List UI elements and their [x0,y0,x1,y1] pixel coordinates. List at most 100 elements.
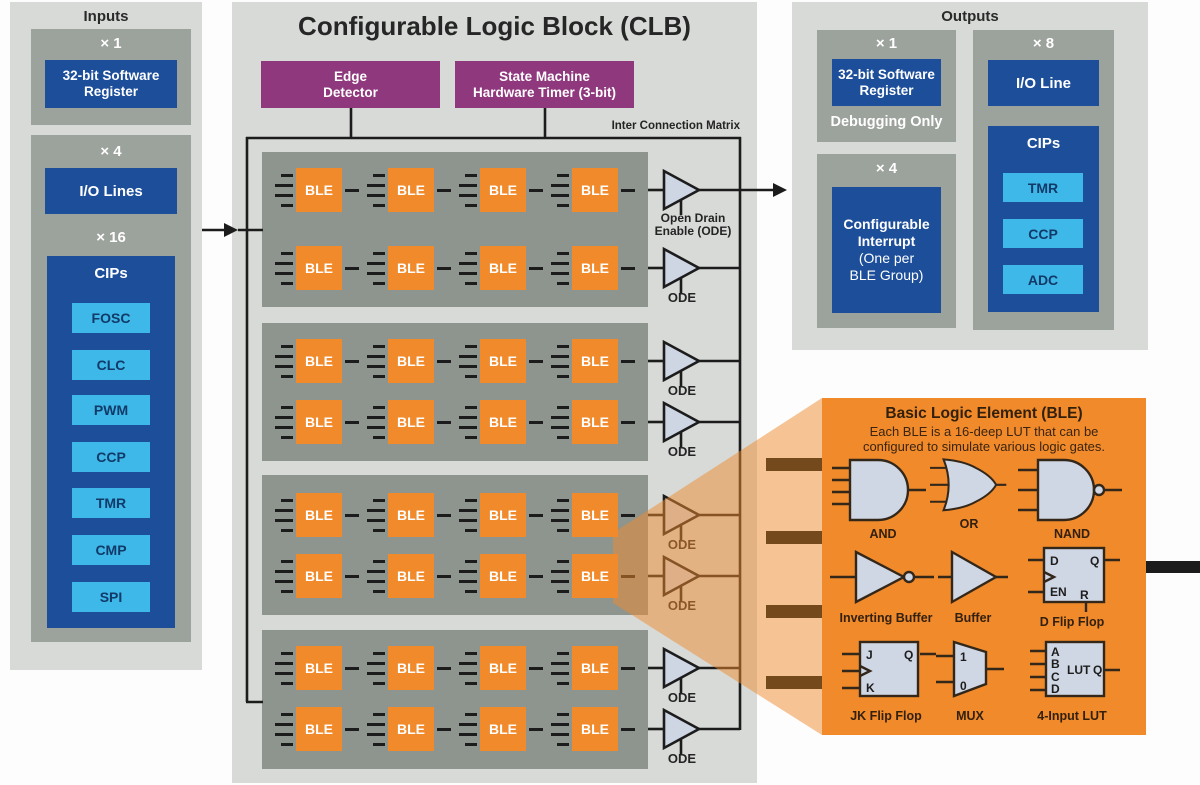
ble-cell: BLE [366,707,451,751]
outputs-panel: Outputs × 1 32-bit Software Register Deb… [792,2,1148,350]
ble-input-lines-icon [366,493,388,537]
ble-group-1: BLE BLE BLE BLE BLE BLE BLE BLE [262,152,648,307]
ble-output-line-icon [437,513,451,517]
outputs-io-cips-box: × 8 I/O Line CIPs TMR CCP ADC [973,30,1114,330]
ble-output-line-icon [437,188,451,192]
ble-box: BLE [296,554,342,598]
ble-output-line-icon [529,574,543,578]
or-gate-icon [930,458,1007,512]
ble-input-lines-icon [458,646,480,690]
svg-text:A: A [1051,645,1060,659]
ble-input-lines-icon [366,554,388,598]
ble-cell: BLE [550,246,635,290]
ble-cell: BLE [366,168,451,212]
ble-panel-title: Basic Logic Element (BLE) [885,405,1083,422]
ble-box: BLE [296,493,342,537]
interconnection-matrix-label: Inter Connection Matrix [611,120,740,132]
ble-row: BLE BLE BLE BLE [274,246,648,290]
ble-cell: BLE [274,168,359,212]
ble-cell: BLE [274,554,359,598]
ble-output-line-icon [621,727,635,731]
outputs-io-label: I/O Line [988,60,1099,106]
ble-cell: BLE [458,493,543,537]
svg-text:C: C [1051,670,1060,684]
ble-output-line-icon [345,666,359,670]
ble-output-line-icon [529,266,543,270]
ble-cell: BLE [550,493,635,537]
ble-output-line-icon [437,359,451,363]
outputs-io-count: × 8 [1032,35,1055,52]
cip-chip: ADC [1003,265,1083,294]
cip-chip: FOSC [72,303,150,333]
ble-input-lines-icon [550,646,572,690]
ode-label: ODE [667,383,697,398]
ble-box: BLE [572,646,618,690]
cip-chip: CCP [72,442,150,472]
inputs-register-count: × 1 [100,35,122,52]
ble-row: BLE BLE BLE BLE [274,646,648,690]
inputs-cips-title: CIPs [94,265,128,282]
ble-cell: BLE [550,646,635,690]
ble-box: BLE [572,493,618,537]
outputs-interrupt-sublabel: (One per BLE Group) [849,250,924,283]
mux-gate: 1 0 MUX [934,640,1006,723]
ode-label: ODE [667,690,697,705]
ble-output-line-icon [345,188,359,192]
inputs-register-label: 32-bit Software Register [45,60,177,108]
cip-chip: TMR [72,488,150,518]
ode-label: ODE [667,290,697,305]
ble-cell: BLE [550,707,635,751]
ble-output-line-icon [621,666,635,670]
ble-cell: BLE [550,400,635,444]
outputs-register-box: × 1 32-bit Software Register Debugging O… [817,30,956,142]
ble-group-3: BLE BLE BLE BLE BLE BLE BLE BLE [262,475,648,615]
svg-text:1: 1 [960,650,967,664]
outputs-cips-title: CIPs [1026,135,1061,152]
ble-input-lines-icon [458,339,480,383]
ble-box: BLE [480,707,526,751]
cip-chip: CCP [1003,219,1083,248]
cip-chip: SPI [72,582,150,612]
cip-chip: CLC [72,350,150,380]
ble-box: BLE [388,339,434,383]
ble-output-line-icon [529,666,543,670]
ble-input-lines-icon [458,707,480,751]
ble-output-line-icon [437,266,451,270]
or-gate-label: OR [959,516,979,531]
and-gate-icon [832,458,926,522]
outputs-register-label: 32-bit Software Register [832,59,941,106]
ble-row: BLE BLE BLE BLE [274,493,648,537]
inputs-panel: Inputs × 1 32-bit Software Register × 4 … [10,2,202,670]
ble-cell: BLE [366,339,451,383]
ble-input-lines-icon [458,246,480,290]
inverting-buffer-icon [830,550,934,604]
ble-input-lines-icon [274,493,296,537]
ble-panel-output-bar [1146,561,1200,573]
ble-input-lines-icon [366,168,388,212]
ble-panel-subtitle: Each BLE is a 16-deep LUT that can be co… [862,424,1106,454]
svg-text:R: R [1080,588,1089,602]
ble-input-lines-icon [366,646,388,690]
ble-cell: BLE [274,246,359,290]
ble-input-lines-icon [274,707,296,751]
inputs-io-cips-box: × 4 I/O Lines × 16 CIPs FOSC CLC PWM CCP… [31,135,191,642]
ble-input-lines-icon [274,646,296,690]
lut-gate: A B C D LUT Q 4-Input LUT [1020,640,1124,723]
ble-output-line-icon [621,420,635,424]
ble-cell: BLE [274,493,359,537]
ble-input-lines-icon [550,554,572,598]
ble-output-line-icon [437,574,451,578]
svg-text:EN: EN [1050,585,1067,599]
svg-text:B: B [1051,657,1060,671]
ble-row: BLE BLE BLE BLE [274,339,648,383]
ble-cell: BLE [458,246,543,290]
inputs-cips-count: × 16 [96,229,126,246]
cip-chip: PWM [72,395,150,425]
ble-box: BLE [572,246,618,290]
ble-input-lines-icon [550,246,572,290]
ble-input-lines-icon [458,400,480,444]
ble-box: BLE [296,339,342,383]
ble-input-lines-icon [550,400,572,444]
inputs-register-box: × 1 32-bit Software Register [31,29,191,125]
and-gate-label: AND [869,527,897,541]
